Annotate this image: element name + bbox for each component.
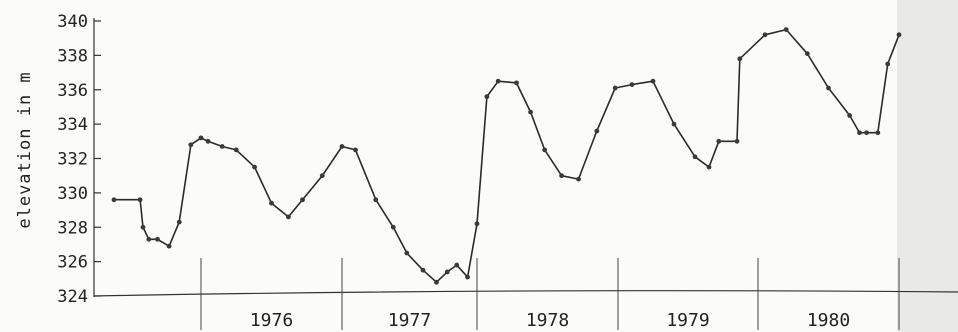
elevation-data-point [434,279,439,285]
y-tick-label: 326 [57,253,88,273]
series-group [111,27,902,285]
elevation-data-point [166,243,172,249]
elevation-data-point [896,32,902,38]
elevation-data-point [219,144,225,149]
elevation-data-point [176,219,182,225]
year-label: 1976 [250,310,293,331]
elevation-data-point [734,138,740,144]
elevation-data-point [474,221,480,227]
elevation-data-point [454,262,460,268]
elevation-data-point [559,173,564,179]
elevation-data-point [612,85,618,91]
elevation-data-point [286,214,291,220]
year-label: 1979 [666,310,709,331]
elevation-data-point [252,164,257,170]
y-tick-label: 324 [57,287,88,307]
elevation-data-point [205,138,211,144]
elevation-data-point [594,128,600,134]
y-tick-label: 340 [57,12,88,32]
elevation-data-point [339,144,345,149]
elevation-series-line [114,28,900,284]
elevation-data-point [495,78,501,84]
elevation-data-point [420,267,426,273]
elevation-data-point [146,236,152,242]
elevation-data-point [826,85,831,91]
elevation-data-point [528,109,533,115]
elevation-data-point [137,197,143,203]
elevation-data-point [650,78,656,84]
elevation-data-point [188,142,194,148]
elevation-data-point [671,121,677,127]
elevation-data-point [111,197,117,203]
elevation-data-point [319,173,325,179]
y-axis-ticks: 340 338 336 334 332 330 328 326 324 [57,12,101,307]
y-tick-label: 336 [57,81,88,101]
y-tick-label: 334 [57,115,88,135]
elevation-data-point [300,197,305,203]
y-tick-label: 338 [57,46,88,66]
year-labels: 1976 1977 1978 1979 1980 [250,310,850,331]
elevation-data-point [233,147,239,153]
elevation-data-point [269,200,274,206]
elevation-data-point [737,56,743,62]
y-axis-title: elevation in m [15,71,35,228]
elevation-data-point [875,130,881,136]
elevation-data-point [444,269,450,275]
y-tick-label: 328 [57,218,88,238]
baseline-curve [93,290,958,297]
elevation-data-point [629,82,635,87]
y-tick-label: 330 [57,184,88,204]
elevation-data-point [373,197,379,203]
year-dividers [200,258,900,330]
elevation-data-point [155,236,160,242]
elevation-data-point [716,138,722,144]
elevation-data-point [198,135,204,141]
elevation-data-point [692,154,698,160]
elevation-data-point [140,224,146,230]
year-label: 1980 [807,310,850,331]
scan-edge-strip [897,0,958,332]
elevation-data-point [353,147,358,153]
elevation-data-point [465,274,470,280]
elevation-data-point [885,61,891,67]
year-label: 1978 [526,310,569,331]
year-label: 1977 [388,310,431,331]
elevation-data-point [514,80,519,86]
elevation-data-point [857,130,862,136]
elevation-data-point [706,164,712,170]
elevation-data-point [864,130,869,136]
elevation-data-point [762,32,768,38]
elevation-data-point [484,94,490,100]
elevation-data-point [783,27,789,32]
elevation-data-point [576,176,581,182]
elevation-data-point [390,224,396,230]
elevation-data-point [542,147,548,153]
y-tick-label: 332 [57,150,88,170]
elevation-data-point [847,113,853,118]
elevation-data-point [404,250,410,256]
elevation-data-point [804,51,810,57]
